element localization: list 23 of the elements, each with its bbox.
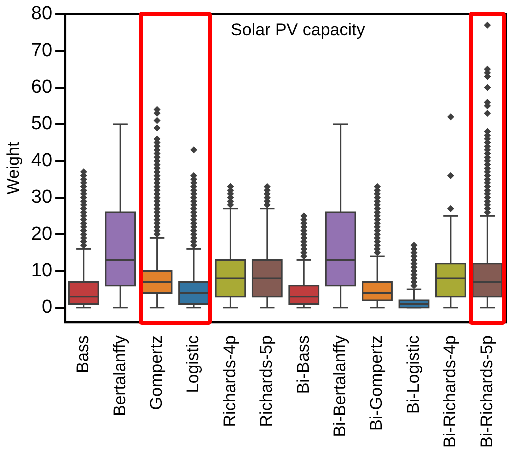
y-tick-label: 50 — [31, 114, 53, 135]
x-tick-label: Bertalanffy — [110, 335, 130, 417]
x-tick-label: Bass — [74, 336, 93, 374]
x-tick-label: Richards-4p — [220, 336, 240, 428]
y-axis-title: Weight — [4, 142, 23, 195]
y-tick-label: 30 — [31, 187, 53, 208]
x-tick-label: Gompertz — [146, 336, 166, 410]
x-tick-label: Bi-Gompertz — [367, 336, 386, 431]
x-tick-label: Bi-Richards-4p — [440, 336, 460, 448]
chart-title: Solar PV capacity — [231, 20, 366, 40]
y-tick-label: 60 — [31, 77, 53, 98]
x-tick-label: Bi-Bass — [294, 336, 313, 394]
x-tick-label: Richards-5p — [257, 336, 276, 428]
y-tick-label: 10 — [31, 260, 53, 282]
y-tick-label: 80 — [31, 4, 53, 25]
x-tick-label: Bi-Richards-5p — [477, 336, 496, 448]
x-tick-label: Bi-Bertalanffy — [330, 335, 350, 438]
y-tick-label: 20 — [31, 224, 53, 245]
y-tick-label: 70 — [31, 40, 53, 62]
x-tick-label: Logistic — [184, 335, 203, 394]
x-tick-label: Bi-Logistic — [404, 335, 423, 414]
y-tick-label: 40 — [31, 150, 53, 172]
y-tick-label: 0 — [42, 297, 53, 318]
